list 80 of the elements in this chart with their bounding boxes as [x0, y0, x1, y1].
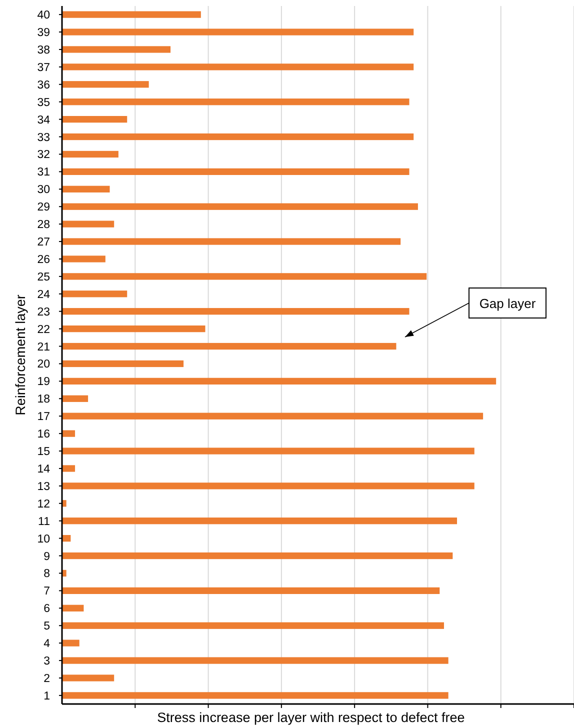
- bar: [62, 64, 414, 70]
- bar: [62, 11, 201, 18]
- bar: [62, 465, 76, 472]
- bar: [62, 604, 84, 612]
- y-tick-label: 26: [37, 254, 50, 266]
- y-tick-label: 25: [37, 271, 50, 284]
- y-tick-label: 5: [44, 620, 50, 633]
- bar: [62, 290, 128, 298]
- y-tick-label: 40: [37, 10, 50, 22]
- bar: [62, 692, 448, 699]
- annotation: Gap layer: [479, 296, 536, 311]
- y-tick-label: 34: [37, 114, 51, 126]
- y-tick-label: 21: [37, 341, 50, 354]
- y-tick-label: 1: [44, 690, 50, 702]
- y-tick-label: 2: [44, 672, 50, 685]
- y-tick-label: 7: [44, 586, 50, 598]
- y-tick-label: 31: [37, 166, 50, 179]
- y-axis-title: Reinforcement layer: [13, 294, 28, 416]
- y-tick-label: 20: [37, 358, 50, 371]
- bar: [62, 657, 448, 664]
- x-axis-title: Stress increase per layer with respect to defect free: [157, 710, 465, 725]
- bar: [62, 448, 474, 454]
- y-tick-label: 19: [37, 376, 50, 388]
- y-tick-label: 11: [38, 516, 50, 528]
- y-tick-label: 16: [37, 428, 50, 441]
- y-tick-label: 12: [37, 498, 50, 510]
- bar: [62, 186, 110, 192]
- bar: [62, 552, 453, 560]
- y-tick-label: 27: [37, 236, 50, 249]
- y-tick-label: 39: [37, 27, 50, 40]
- bar: [62, 430, 76, 437]
- y-tick-label: 3: [44, 656, 50, 668]
- bar: [62, 220, 114, 228]
- bar: [62, 168, 410, 175]
- y-tick-label: 15: [37, 446, 50, 458]
- bar: [62, 325, 206, 332]
- y-tick-label: 9: [44, 550, 50, 563]
- bar: [62, 342, 396, 350]
- bar: [62, 308, 410, 315]
- bar: [62, 395, 88, 402]
- bar: [62, 203, 418, 210]
- bar: [62, 360, 184, 368]
- y-tick-label: 38: [37, 44, 50, 56]
- y-tick-label: 23: [37, 306, 50, 318]
- bar: [62, 518, 458, 524]
- y-tick-label: 10: [37, 533, 50, 546]
- bar: [62, 81, 149, 88]
- y-tick-label: 29: [37, 202, 50, 214]
- y-tick-label: 37: [37, 62, 50, 74]
- y-tick-label: 14: [37, 463, 51, 476]
- bar: [62, 273, 427, 280]
- y-tick-label: 22: [37, 324, 50, 336]
- y-tick-label: 30: [37, 184, 50, 196]
- bar: [62, 150, 118, 158]
- bar: [62, 587, 440, 594]
- y-tick-label: 33: [37, 132, 50, 144]
- bar: [62, 98, 410, 106]
- bar: [62, 46, 171, 53]
- bar: [62, 640, 80, 646]
- bar: [62, 28, 414, 36]
- bar: [62, 256, 106, 262]
- y-tick-label: 36: [37, 79, 50, 92]
- y-tick-label: 4: [44, 638, 51, 650]
- bar: [62, 482, 474, 490]
- y-tick-label: 13: [37, 480, 50, 493]
- y-tick-label: 24: [37, 288, 51, 301]
- y-tick-label: 6: [44, 603, 50, 616]
- y-tick-label: 35: [37, 96, 50, 109]
- y-tick-label: 17: [37, 411, 50, 424]
- bar: [62, 238, 401, 245]
- bar: [62, 116, 128, 123]
- bar: [62, 674, 114, 682]
- y-tick-label: 18: [37, 394, 50, 406]
- bar: [62, 412, 484, 420]
- bar: [62, 133, 414, 140]
- y-tick-label: 8: [44, 568, 50, 580]
- bar: [62, 622, 444, 629]
- y-tick-label: 28: [37, 219, 50, 232]
- bar: [62, 378, 496, 385]
- y-tick-label: 32: [37, 149, 50, 162]
